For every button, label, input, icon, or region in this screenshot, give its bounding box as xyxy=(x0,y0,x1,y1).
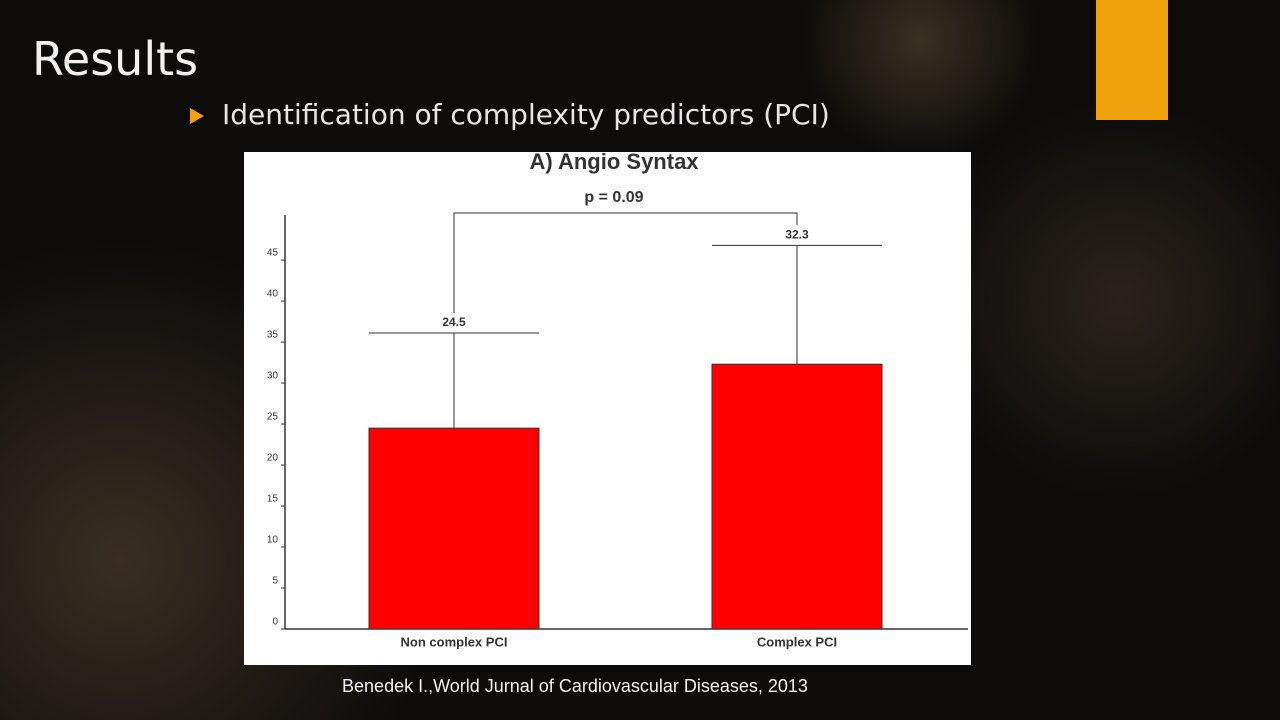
bullet-icon xyxy=(190,108,204,124)
chart-title: A) Angio Syntax xyxy=(529,152,699,174)
slide-title: Results xyxy=(32,32,199,86)
y-tick-label: 35 xyxy=(267,330,279,341)
x-tick-label: Non complex PCI xyxy=(401,634,508,649)
significance-bracket xyxy=(453,212,798,314)
data-label: 32.3 xyxy=(785,228,809,242)
y-tick-label: 45 xyxy=(267,248,279,259)
bullet-text: Identification of complexity predictors … xyxy=(222,98,830,131)
chart: A) Angio Syntax p = 0.09 0 5 10 15 20 25 30 35 4… xyxy=(244,152,971,665)
bar xyxy=(368,427,540,630)
citation: Benedek I.,World Jurnal of Cardiovascula… xyxy=(342,676,808,696)
y-tick-label: 0 xyxy=(272,617,278,628)
y-tick-label: 40 xyxy=(267,289,279,300)
data-label: 24.5 xyxy=(442,315,466,329)
error-bar xyxy=(712,244,882,365)
bar xyxy=(711,363,883,630)
y-tick-label: 10 xyxy=(267,535,279,546)
y-tick-label: 25 xyxy=(267,412,279,423)
y-tick-label: 15 xyxy=(267,494,279,505)
error-bar xyxy=(369,332,539,429)
y-tick-label: 5 xyxy=(272,576,278,587)
y-tick-label: 30 xyxy=(267,371,279,382)
accent-bar xyxy=(1096,0,1168,120)
annotation: p = 0.09 xyxy=(584,189,643,206)
y-tick-label: 20 xyxy=(267,453,279,464)
x-tick-label: Complex PCI xyxy=(757,634,837,649)
